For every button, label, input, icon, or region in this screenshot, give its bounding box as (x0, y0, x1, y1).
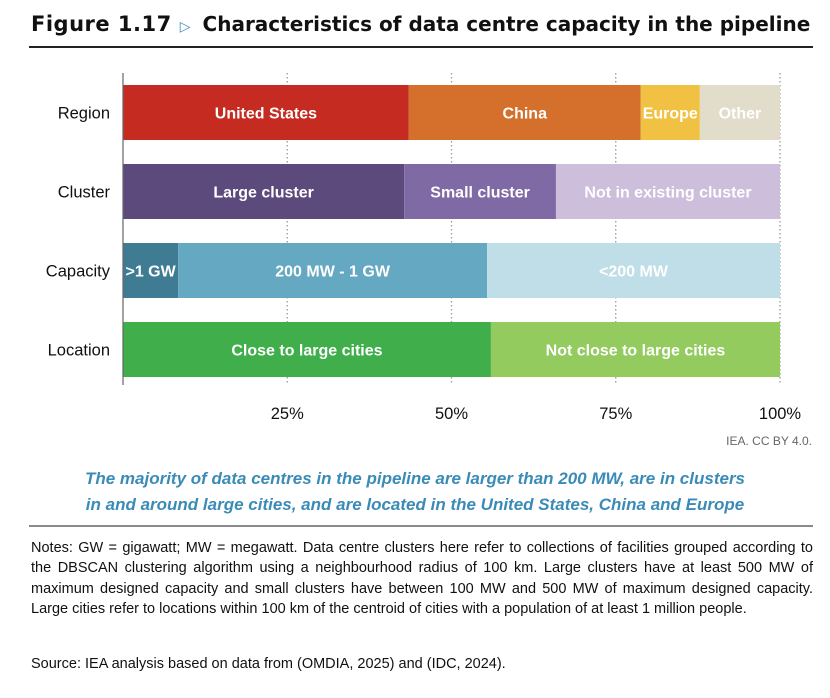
notes-text: Notes: GW = gigawatt; MW = megawatt. Dat… (31, 540, 813, 617)
bar-segment (123, 322, 491, 377)
segment-label: Small cluster (430, 185, 530, 202)
notes-divider (29, 525, 813, 527)
segment-label: 200 MW - 1 GW (275, 264, 391, 281)
segment-label: Not in existing cluster (584, 185, 751, 202)
bar-segment (640, 85, 700, 140)
x-tick-label: 75% (599, 405, 632, 423)
segment-label: Not close to large cities (546, 343, 726, 360)
segment-label: >1 GW (125, 264, 176, 281)
category-label: Cluster (58, 184, 111, 202)
takeaway-line: The majority of data centres in the pipe… (84, 469, 746, 488)
x-tick-label: 25% (271, 405, 304, 423)
x-tick-label: 50% (435, 405, 468, 423)
category-label: Region (58, 105, 110, 123)
bar-segment (404, 164, 556, 219)
bar-segment (123, 85, 409, 140)
source-text: Source: IEA analysis based on data from … (31, 656, 506, 672)
stacked-bar-chart: Region United States China Europe Other Clust… (46, 73, 802, 423)
takeaway-text: The majority of data centres in the pipe… (0, 466, 830, 518)
figure-label: Figure 1.17 (31, 12, 172, 36)
segment-label: Close to large cities (231, 343, 382, 360)
bar-segment (178, 243, 487, 298)
title-divider (29, 46, 813, 48)
bar-segment (699, 85, 780, 140)
takeaway-line: in and around large cities, and are loca… (85, 495, 745, 514)
segment-label: China (503, 106, 548, 123)
bar-segment (123, 243, 179, 298)
segment-label: Other (719, 106, 762, 123)
category-label: Location (48, 342, 110, 360)
bar-segment (490, 322, 780, 377)
segment-label: <200 MW (599, 264, 669, 281)
segment-label: Europe (643, 106, 698, 123)
segment-label: Large cluster (213, 185, 313, 202)
x-tick-label: 100% (759, 405, 802, 423)
figure-title: Characteristics of data centre capacity … (202, 12, 811, 36)
category-label: Capacity (46, 263, 111, 281)
triangle-arrow-icon: ▷ (179, 18, 191, 34)
credit-line: IEA. CC BY 4.0. (726, 434, 812, 448)
segment-label: United States (215, 106, 317, 123)
bar-segment (486, 243, 780, 298)
figure-heading: Figure 1.17 ▷ Characteristics of data ce… (31, 12, 810, 36)
bar-segment (408, 85, 641, 140)
bar-segment (555, 164, 780, 219)
bar-segment (123, 164, 405, 219)
